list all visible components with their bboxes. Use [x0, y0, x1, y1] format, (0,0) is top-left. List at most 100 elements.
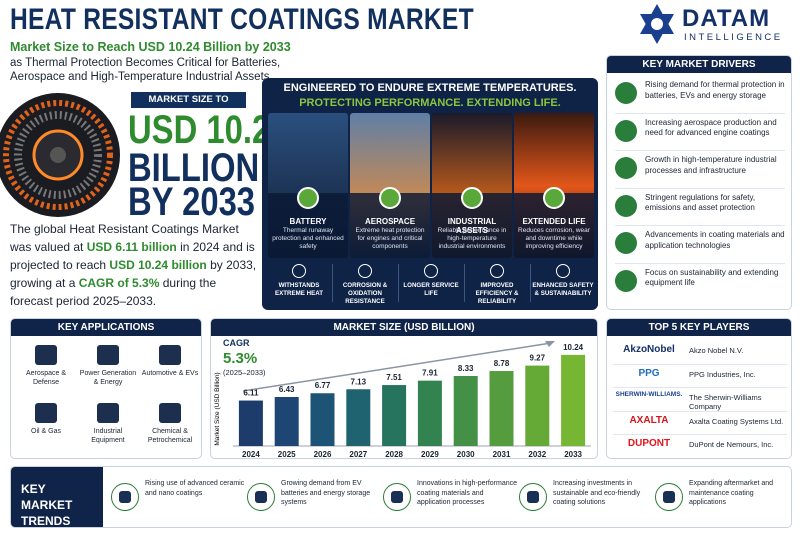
summary-text: during the forecast period 2025–2033. [10, 276, 217, 308]
player-divider [613, 410, 787, 412]
bar [238, 400, 263, 446]
value-label: 8.33 [458, 364, 474, 373]
summary-text: The global Heat Resistant Coatings Marke… [10, 222, 239, 254]
driver-icon [615, 157, 637, 179]
bar [382, 385, 407, 446]
card-icon [379, 187, 401, 209]
turbine-image [0, 93, 120, 217]
trend-icon [111, 483, 139, 511]
driver-divider [615, 150, 785, 151]
trend-text: Increasing investments in sustainable an… [553, 480, 641, 506]
feature-icon [358, 264, 372, 278]
player-logo: DUPONT [627, 438, 671, 449]
bar [274, 397, 299, 446]
bar [310, 393, 335, 446]
feature-icon [490, 264, 504, 278]
card-icon [297, 187, 319, 209]
feature-divider [398, 264, 399, 302]
x-tick-label: 2033 [564, 450, 582, 459]
drivers-panel: KEY MARKET DRIVERS Rising demand for the… [606, 55, 792, 310]
card-text: Extreme heat protection for engines and … [355, 227, 425, 250]
player-divider [613, 434, 787, 435]
application-icon [97, 403, 119, 423]
trend-icon [655, 483, 683, 511]
player-divider [613, 387, 787, 388]
market-line: BILLION [128, 146, 260, 190]
trend-icon [519, 483, 547, 511]
application-icon [97, 345, 119, 365]
application-text: Chemical & Petrochemical [147, 428, 193, 444]
value-label: 7.13 [351, 377, 367, 386]
value-label: 8.78 [494, 359, 510, 368]
players-panel: TOP 5 KEY PLAYERS AkzoNobel Akzo Nobel N.… [606, 318, 792, 459]
logo-tagline: INTELLIGENCE [684, 32, 783, 43]
logo-mark [640, 4, 674, 44]
applications-title: KEY APPLICATIONS [11, 319, 201, 336]
feature-icon [556, 264, 570, 278]
cagr-value: 5.3% [223, 350, 257, 367]
x-tick-label: 2027 [349, 450, 367, 459]
driver-divider [615, 262, 785, 264]
driver-text: Stringent regulations for safety, emissi… [645, 192, 756, 213]
summary: The global Heat Resistant Coatings Marke… [10, 220, 260, 310]
x-tick-label: 2030 [457, 450, 475, 459]
player-logo: AXALTA [629, 414, 669, 426]
feature-text: ENHANCED SAFETY & SUSTAINABILITY [532, 282, 594, 297]
application-icon [35, 403, 57, 423]
player-name: Akzo Nobel N.V. [689, 346, 744, 355]
driver-divider [615, 112, 785, 114]
driver-text: Advancements in coating materials and ap… [645, 230, 785, 250]
x-tick-label: 2028 [385, 450, 403, 459]
feature-divider [332, 264, 333, 302]
value-label: 7.91 [422, 369, 438, 378]
player-logo: AkzoNobel [623, 344, 675, 355]
feature-text: LONGER SERVICE LIFE [403, 282, 459, 297]
card-title: EXTENDED LIFE [522, 217, 586, 226]
driver-divider [615, 225, 785, 226]
driver-text: Increasing aerospace production and need… [645, 117, 777, 138]
value-label: 6.77 [315, 381, 331, 390]
feature-text: CORROSION & OXIDATION RESISTANCE [342, 282, 388, 305]
bar [561, 354, 586, 446]
value-label: 10.24 [563, 343, 584, 352]
hero-card: AEROSPACE Extreme heat protection for eng… [350, 113, 430, 258]
trend-arrowhead [545, 341, 555, 347]
driver-icon [615, 82, 637, 104]
driver-divider [615, 187, 785, 189]
trends-panel: KEY MARKET TRENDS Rising use of advanced… [10, 466, 792, 528]
hero-card: INDUSTRIAL ASSETS Reliable performance in… [432, 113, 512, 258]
card-text: Reduces corrosion, wear and downtime whi… [518, 227, 590, 250]
market-line: BY 2033 [128, 180, 256, 224]
player-name: Axalta Coating Systems Ltd. [689, 416, 784, 426]
value-label: 6.11 [243, 389, 259, 398]
card-title: AEROSPACE [364, 217, 416, 226]
summary-text: CAGR of 5.3% [78, 276, 160, 290]
market-badge: MARKET SIZE TO REACH [131, 92, 246, 121]
bar [453, 375, 478, 446]
summary-text: USD 10.24 billion [109, 258, 207, 272]
drivers-title: KEY MARKET DRIVERS [607, 56, 791, 73]
trend-text: Innovations in high-performance coating … [417, 480, 518, 506]
value-label: 6.43 [279, 385, 295, 394]
card-text: Thermal runaway protection and enhanced … [272, 227, 344, 250]
application-icon [35, 345, 57, 365]
trend-text: Expanding aftermarket and maintenance co… [689, 480, 774, 506]
driver-icon [615, 194, 637, 217]
value-label: 7.51 [386, 373, 402, 382]
player-divider [613, 363, 787, 365]
card-title: INDUSTRIAL ASSETS [447, 217, 497, 235]
player-name: PPG Industries, Inc. [689, 369, 756, 379]
driver-icon [615, 232, 637, 254]
application-text: Power Generation & Energy [79, 370, 137, 386]
market-line: USD 10.24 [128, 108, 289, 152]
hero-subheading: PROTECTING PERFORMANCE. EXTENDING LIFE. [299, 97, 561, 109]
driver-text: Focus on sustainability and extending eq… [645, 267, 779, 288]
application-text: Automotive & EVs [141, 370, 199, 377]
application-text: Aerospace & Defense [25, 370, 67, 386]
summary-text: by 2033, growing at a [10, 258, 257, 290]
x-tick-label: 2025 [278, 450, 296, 459]
card-title: BATTERY [289, 217, 327, 226]
subtitle: Market Size to Reach USD 10.24 Billion b… [10, 40, 291, 54]
trend-icon [383, 483, 411, 511]
